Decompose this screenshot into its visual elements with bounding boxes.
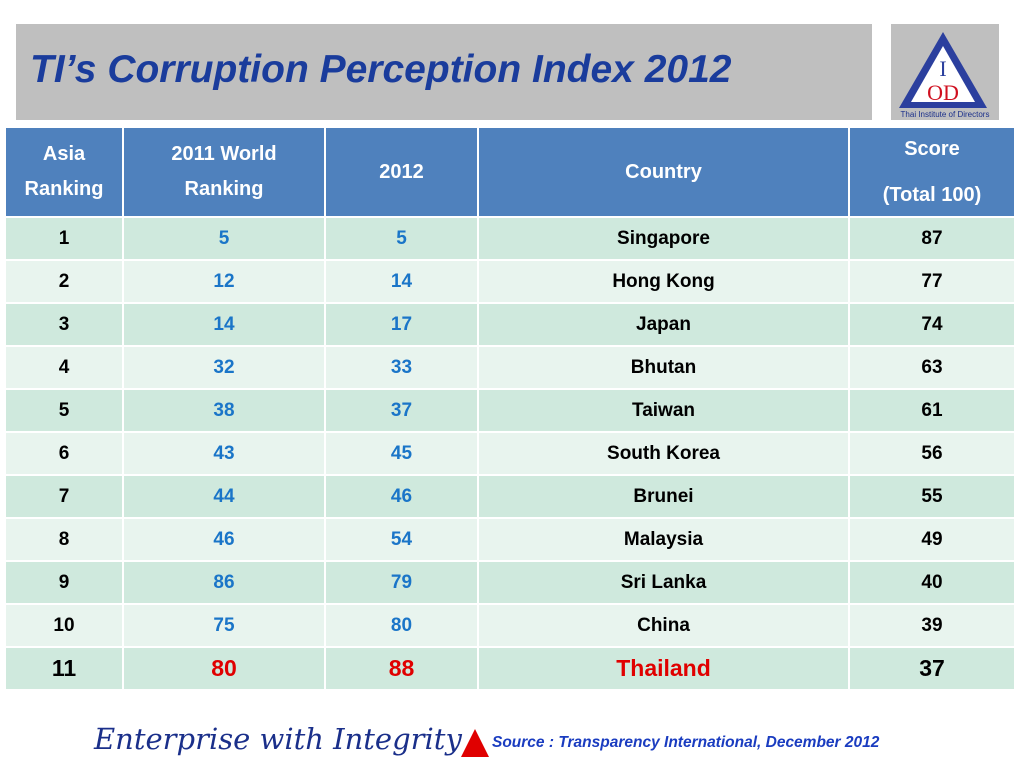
logo: I OD Thai Institute of Directors bbox=[891, 24, 999, 120]
table-cell: Bhutan bbox=[477, 345, 850, 390]
table-cell: 10 bbox=[4, 603, 124, 648]
logo-text: OD bbox=[927, 80, 959, 105]
table-cell: Taiwan bbox=[477, 388, 850, 433]
table-cell: 7 bbox=[4, 474, 124, 519]
table-cell: 86 bbox=[122, 560, 326, 605]
table-cell: 37 bbox=[324, 388, 479, 433]
table-cell: 45 bbox=[324, 431, 479, 476]
table-row: 4 32 33 Bhutan 63 bbox=[4, 345, 1016, 390]
table-cell: 79 bbox=[324, 560, 479, 605]
table-cell: 63 bbox=[848, 345, 1016, 390]
column-header: Asia Ranking bbox=[4, 126, 124, 218]
column-header-text: 2011 World Ranking bbox=[171, 143, 277, 200]
table-row: 3 14 17 Japan 74 bbox=[4, 302, 1016, 347]
table-cell: 43 bbox=[122, 431, 326, 476]
table-cell: 87 bbox=[848, 216, 1016, 261]
table-cell: Singapore bbox=[477, 216, 850, 261]
table-cell: 37 bbox=[848, 646, 1016, 691]
table-cell: 14 bbox=[324, 259, 479, 304]
table-row: 7 44 46 Brunei 55 bbox=[4, 474, 1016, 519]
table-cell: 17 bbox=[324, 302, 479, 347]
table: Asia Ranking 2011 World Ranking 2012 Countr… bbox=[4, 126, 1016, 691]
table-cell: 12 bbox=[122, 259, 326, 304]
title: TI’s Corruption Perception Index 2012 bbox=[30, 48, 732, 91]
table-cell: South Korea bbox=[477, 431, 850, 476]
column-header-note: (Total 100) bbox=[882, 184, 982, 206]
table-cell: 54 bbox=[324, 517, 479, 562]
table-cell: Sri Lanka bbox=[477, 560, 850, 605]
table-cell: 49 bbox=[848, 517, 1016, 562]
table-cell: 77 bbox=[848, 259, 1016, 304]
table-cell: 44 bbox=[122, 474, 326, 519]
table-cell: Thailand bbox=[477, 646, 850, 691]
table-cell: 5 bbox=[4, 388, 124, 433]
table-cell: 33 bbox=[324, 345, 479, 390]
column-header-text: Asia Ranking bbox=[24, 143, 104, 200]
table-cell: 9 bbox=[4, 560, 124, 605]
table-cell: 55 bbox=[848, 474, 1016, 519]
table-row: 9 86 79 Sri Lanka 40 bbox=[4, 560, 1016, 605]
table-cell: Brunei bbox=[477, 474, 850, 519]
table-cell: 88 bbox=[324, 646, 479, 691]
table-row: 1 5 5 Singapore 87 bbox=[4, 216, 1016, 261]
table-row: 6 43 45 South Korea 56 bbox=[4, 431, 1016, 476]
table-row: 10 75 80 China 39 bbox=[4, 603, 1016, 648]
logo-text: I bbox=[939, 56, 946, 81]
table-cell: Malaysia bbox=[477, 517, 850, 562]
table-cell: 46 bbox=[122, 517, 326, 562]
table-cell: 11 bbox=[4, 646, 124, 691]
table-cell: 61 bbox=[848, 388, 1016, 433]
column-header-text: 2012 bbox=[379, 160, 424, 183]
table-cell: Japan bbox=[477, 302, 850, 347]
table-cell: 8 bbox=[4, 517, 124, 562]
table-cell: 40 bbox=[848, 560, 1016, 605]
source: Source : Transparency International, Dec… bbox=[492, 734, 880, 751]
column-header: Country bbox=[477, 126, 850, 218]
column-header: 2012 bbox=[324, 126, 479, 218]
table-cell: 3 bbox=[4, 302, 124, 347]
title-bar: TI’s Corruption Perception Index 2012 bbox=[16, 24, 872, 120]
column-header-text: Score bbox=[904, 138, 960, 160]
table-cell: 6 bbox=[4, 431, 124, 476]
table-row: 2 12 14 Hong Kong 77 bbox=[4, 259, 1016, 304]
table-cell: 75 bbox=[122, 603, 326, 648]
table-cell: 38 bbox=[122, 388, 326, 433]
table-cell: 32 bbox=[122, 345, 326, 390]
table-cell: 56 bbox=[848, 431, 1016, 476]
table-cell: Hong Kong bbox=[477, 259, 850, 304]
column-header-text: Country bbox=[625, 160, 702, 183]
table-cell: 5 bbox=[324, 216, 479, 261]
source-marker bbox=[461, 729, 489, 757]
table-cell: 46 bbox=[324, 474, 479, 519]
table-cell: 39 bbox=[848, 603, 1016, 648]
table-row: 11 80 88 Thailand 37 bbox=[4, 646, 1016, 691]
table-row: 8 46 54 Malaysia 49 bbox=[4, 517, 1016, 562]
table-cell: 5 bbox=[122, 216, 326, 261]
table-cell: 2 bbox=[4, 259, 124, 304]
table-cell: China bbox=[477, 603, 850, 648]
table-cell: 74 bbox=[848, 302, 1016, 347]
table-cell: 14 bbox=[122, 302, 326, 347]
logo-triangle-inner bbox=[911, 46, 975, 102]
table-row: 5 38 37 Taiwan 61 bbox=[4, 388, 1016, 433]
logo-caption: Thai Institute of Directors bbox=[901, 110, 990, 119]
column-header: Score (Total 100) bbox=[848, 126, 1016, 218]
column-header: 2011 World Ranking bbox=[122, 126, 326, 218]
table-cell: 80 bbox=[122, 646, 326, 691]
table-cell: 4 bbox=[4, 345, 124, 390]
tagline: Enterprise with Integrity bbox=[94, 722, 462, 756]
header-row: Asia Ranking 2011 World Ranking 2012 Countr… bbox=[4, 126, 1016, 218]
table-cell: 80 bbox=[324, 603, 479, 648]
table-cell: 1 bbox=[4, 216, 124, 261]
